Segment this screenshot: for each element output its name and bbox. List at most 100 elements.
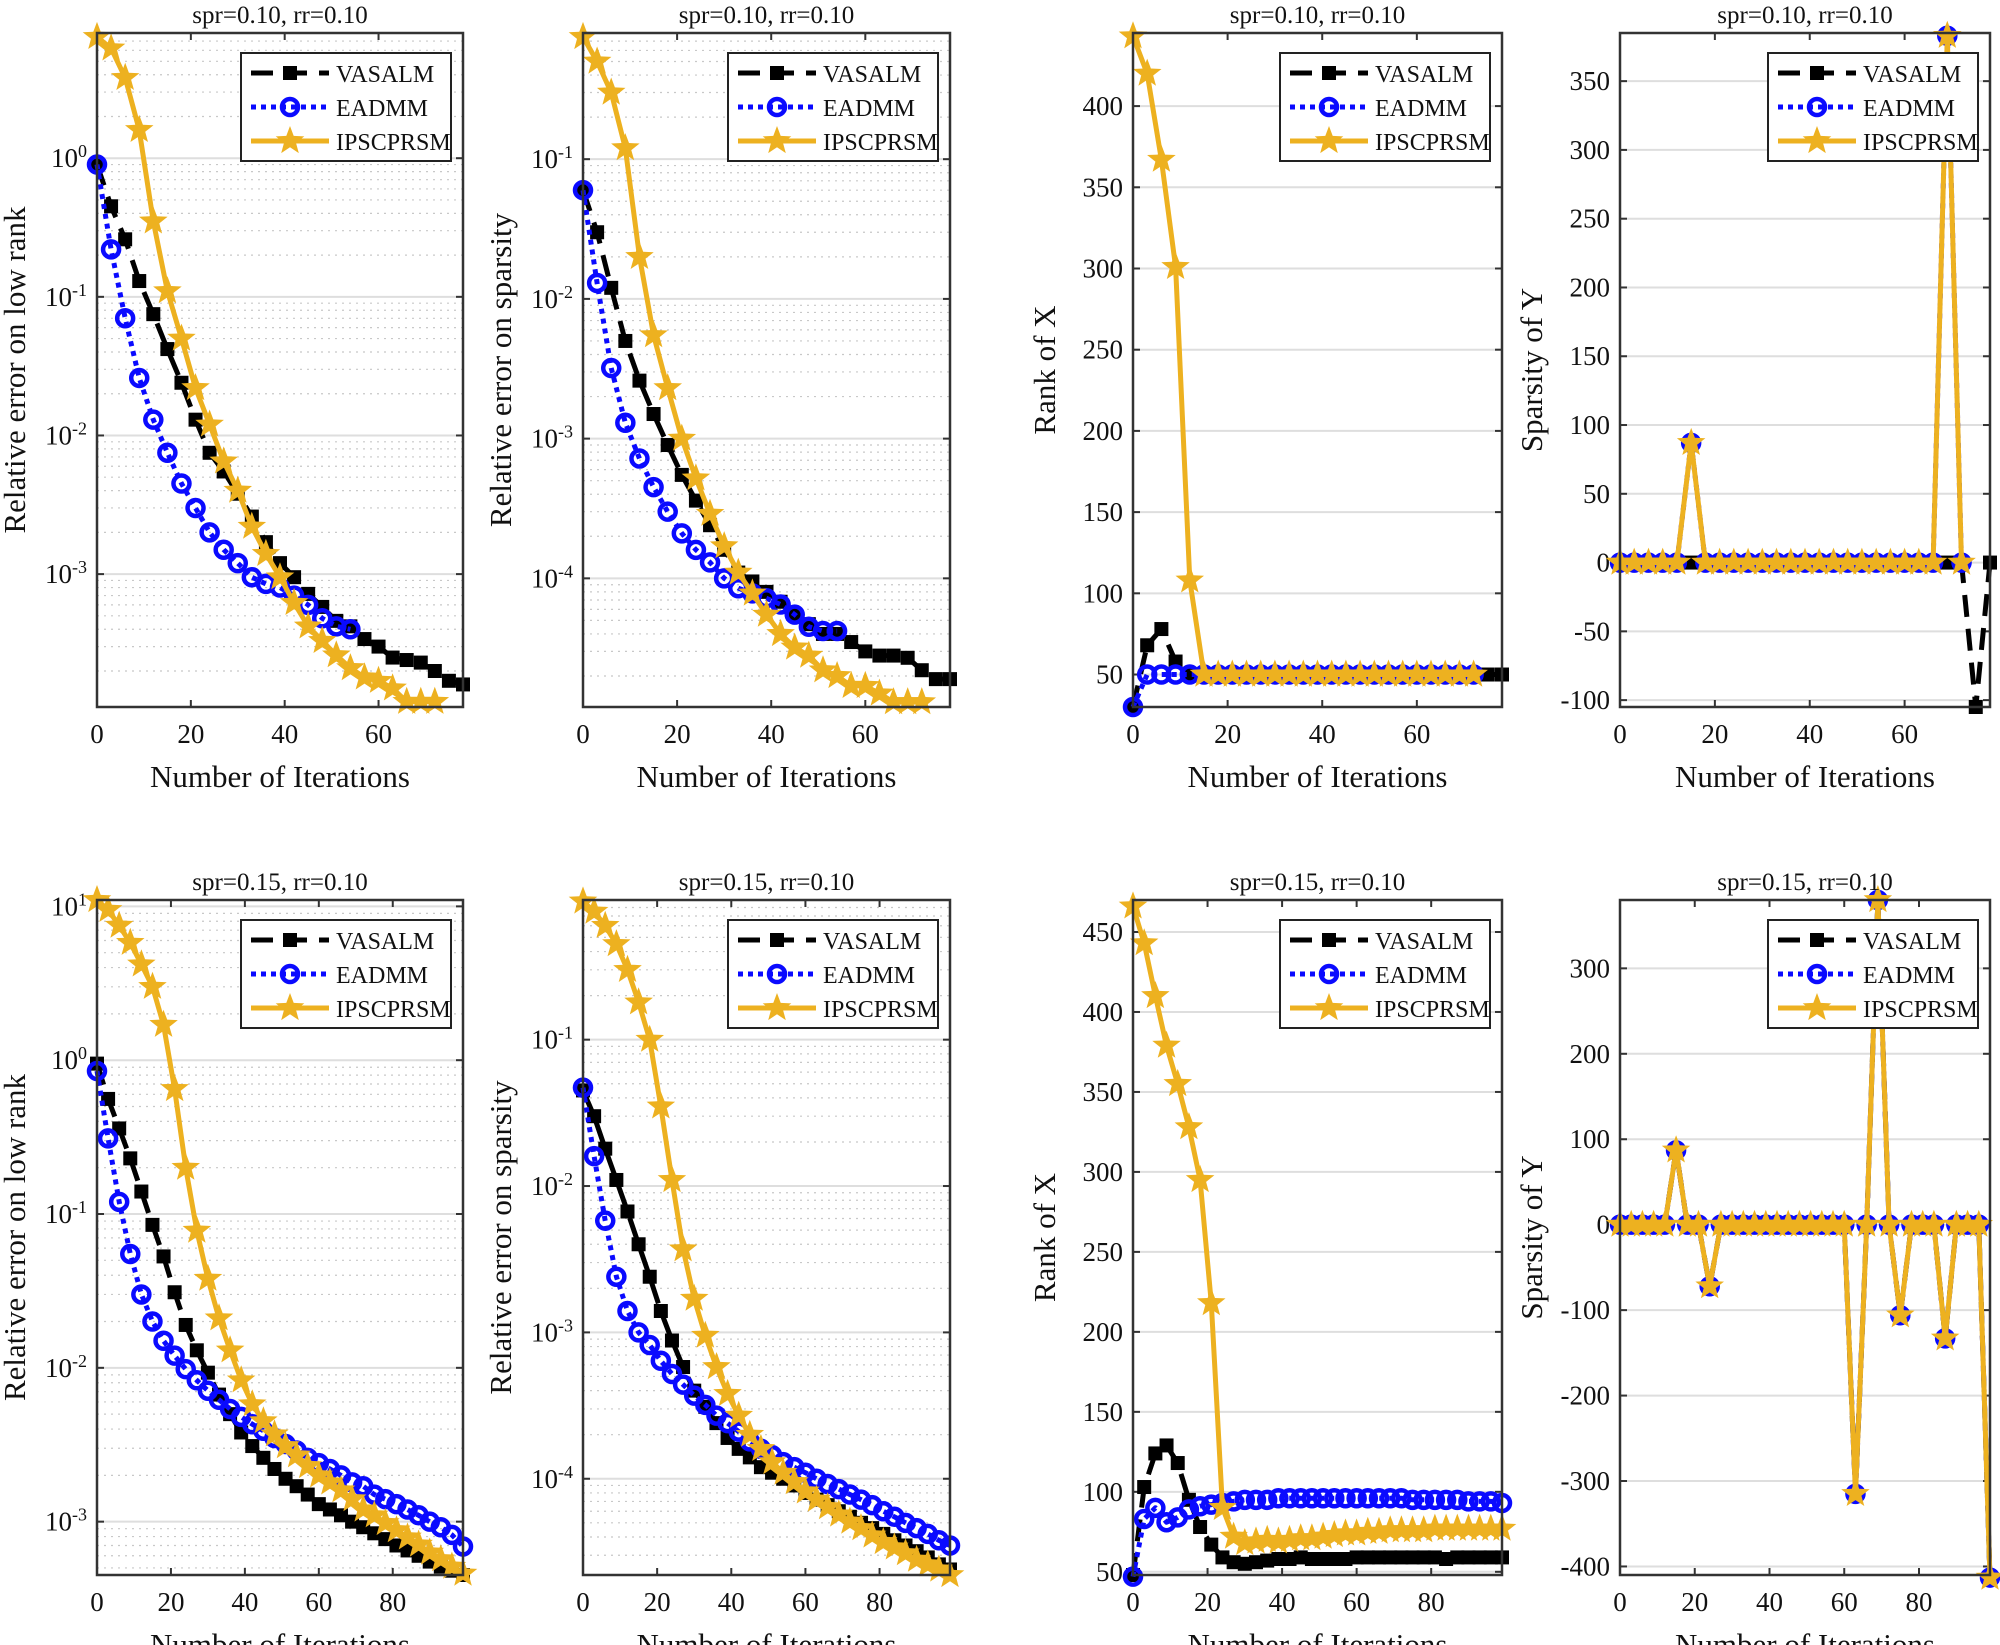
data-point-vasalm — [590, 225, 605, 240]
data-point-eadmm — [1357, 1487, 1379, 1509]
data-point-vasalm — [389, 1538, 404, 1553]
data-point-eadmm — [1178, 1499, 1200, 1520]
data-point-eadmm — [120, 1243, 141, 1265]
y-axis-label: Relative error on sparsity — [483, 212, 518, 527]
legend-label-vasalm: VASALM — [1863, 929, 1961, 955]
data-point-ipscprsm — [635, 1024, 664, 1052]
legend: VASALM EADMM IPSCPRSM — [240, 919, 452, 1029]
legend-label-eadmm: EADMM — [1863, 963, 1955, 989]
legend-label-ipscprsm: IPSCPRSM — [823, 997, 938, 1023]
data-point-ipscprsm — [1317, 659, 1346, 687]
data-point-ipscprsm — [1264, 1526, 1293, 1554]
data-point-eadmm — [213, 539, 234, 560]
panel-title: spr=0.10, rr=0.10 — [679, 2, 854, 29]
data-point-ipscprsm — [182, 1215, 212, 1243]
data-point-ipscprsm — [1620, 547, 1649, 575]
data-point-eadmm — [639, 1334, 660, 1356]
data-point-vasalm — [1383, 1550, 1398, 1565]
x-tick-label: 40 — [1309, 719, 1336, 749]
series-eadmm — [1122, 1487, 1513, 1587]
data-point-ipscprsm — [125, 114, 154, 142]
data-point-ipscprsm — [1345, 659, 1375, 687]
legend-label-ipscprsm: IPSCPRSM — [1375, 130, 1490, 156]
data-point-ipscprsm — [1729, 1209, 1758, 1237]
x-axis-label: Number of Iterations — [637, 759, 897, 794]
data-point-ipscprsm — [1218, 659, 1247, 687]
data-point-ipscprsm — [1197, 1288, 1226, 1316]
x-tick-label: 0 — [576, 1587, 590, 1617]
data-point-ipscprsm — [611, 133, 640, 161]
data-point-vasalm — [1472, 1550, 1487, 1565]
data-point-ipscprsm — [813, 1492, 842, 1520]
x-tick-label: 80 — [866, 1587, 893, 1617]
series-ipscprsm — [568, 21, 936, 715]
data-point-eadmm — [586, 272, 608, 294]
data-point-ipscprsm — [1796, 1209, 1825, 1237]
data-point-ipscprsm — [851, 670, 880, 698]
data-point-ipscprsm — [1141, 981, 1170, 1009]
data-point-vasalm — [1159, 1438, 1174, 1453]
y-tick-label: 100 — [51, 1043, 87, 1075]
data-point-ipscprsm — [1374, 659, 1403, 687]
data-point-vasalm — [256, 1450, 271, 1465]
data-point-eadmm — [1234, 1489, 1256, 1511]
data-point-eadmm — [1335, 1487, 1356, 1509]
y-tick-label: -200 — [1561, 1381, 1611, 1411]
data-point-ipscprsm — [209, 446, 238, 474]
data-point-eadmm — [171, 473, 192, 494]
legend-marker-eadmm — [1806, 96, 1828, 118]
data-point-vasalm — [287, 570, 302, 585]
data-point-ipscprsm — [846, 1513, 876, 1541]
x-axis-label: Number of Iterations — [1188, 1627, 1448, 1645]
data-point-eadmm — [1189, 1495, 1211, 1517]
data-point-ipscprsm — [249, 1406, 278, 1434]
data-point-ipscprsm — [393, 1522, 422, 1550]
y-tick-label: 300 — [1570, 953, 1611, 983]
data-point-ipscprsm — [768, 1457, 798, 1485]
y-tick-label: 350 — [1083, 172, 1124, 202]
x-tick-label: 20 — [157, 1587, 184, 1617]
data-point-ipscprsm — [371, 1508, 400, 1536]
data-point-ipscprsm — [1776, 547, 1805, 575]
data-point-ipscprsm — [1443, 1513, 1472, 1541]
data-point-ipscprsm — [1360, 659, 1389, 687]
data-point-ipscprsm — [1353, 1516, 1383, 1544]
x-tick-label: 20 — [664, 719, 691, 749]
y-tick-label: 10-2 — [45, 418, 87, 450]
y-tick-label: 200 — [1083, 1317, 1124, 1347]
data-point-eadmm — [97, 1128, 119, 1149]
axes-frame — [1618, 31, 1992, 709]
data-point-ipscprsm — [93, 894, 123, 922]
data-point-ipscprsm — [104, 910, 134, 938]
x-tick-label: 60 — [792, 1587, 819, 1617]
data-point-eadmm — [661, 1363, 683, 1385]
data-point-vasalm — [1439, 1552, 1454, 1567]
data-point-vasalm — [1360, 1550, 1375, 1565]
data-point-ipscprsm — [653, 373, 682, 401]
data-point-ipscprsm — [1847, 547, 1877, 575]
data-point-vasalm — [189, 1343, 204, 1358]
data-point-eadmm — [643, 476, 664, 498]
data-point-eadmm — [1256, 1489, 1278, 1511]
data-point-ipscprsm — [836, 670, 866, 698]
data-point-vasalm — [174, 375, 189, 390]
data-point-ipscprsm — [96, 33, 126, 61]
data-point-ipscprsm — [646, 1091, 676, 1119]
data-point-ipscprsm — [1230, 1528, 1260, 1556]
legend-label-ipscprsm: IPSCPRSM — [823, 130, 938, 156]
data-point-eadmm — [153, 1330, 174, 1351]
data-point-ipscprsm — [406, 686, 435, 714]
y-tick-label: 10-2 — [531, 282, 573, 314]
data-point-ipscprsm — [404, 1529, 433, 1557]
data-point-ipscprsm — [350, 662, 379, 690]
data-point-vasalm — [167, 1285, 182, 1300]
legend-label-eadmm: EADMM — [823, 963, 915, 989]
data-point-eadmm — [1447, 1489, 1468, 1511]
x-tick-label: 40 — [231, 1587, 258, 1617]
data-point-ipscprsm — [879, 687, 908, 715]
data-point-eadmm — [186, 1370, 208, 1391]
data-point-vasalm — [1140, 638, 1155, 653]
data-point-ipscprsm — [668, 1234, 698, 1262]
chart-panel-7: 50 100 150 200 250 300 350 400 450 0 20 40 60 80 spr=0… — [1027, 869, 1517, 1645]
